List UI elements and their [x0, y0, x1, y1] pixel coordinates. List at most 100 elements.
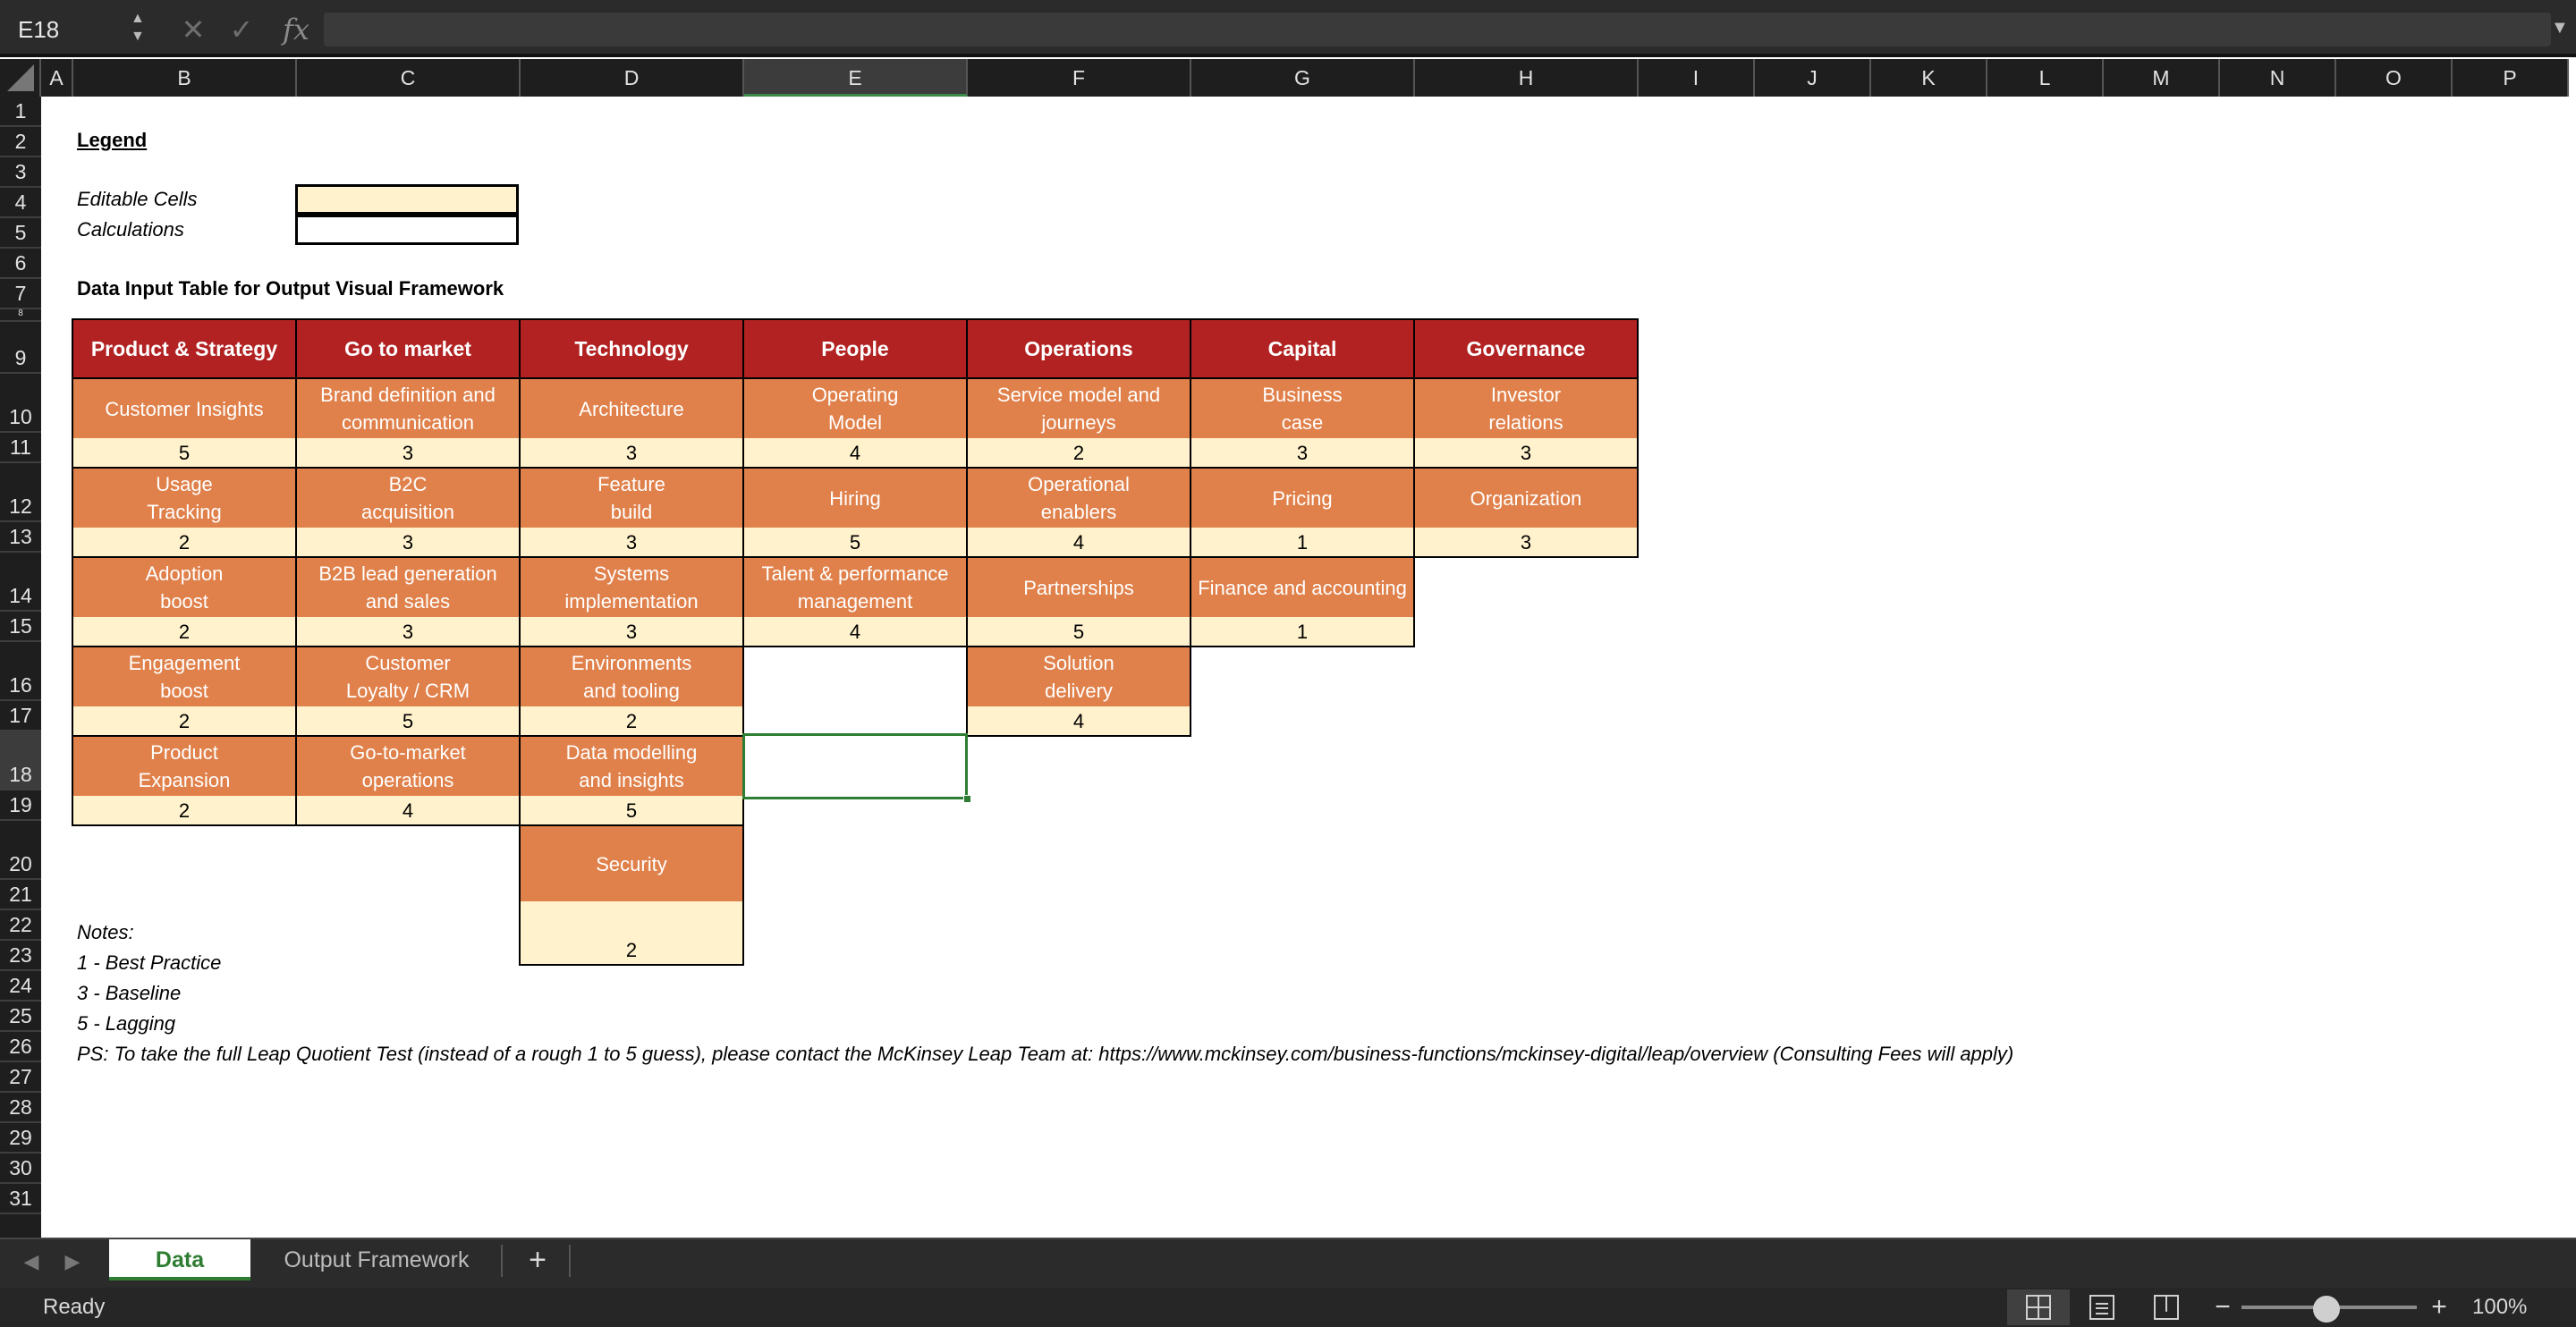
- column-header-h[interactable]: H: [1415, 59, 1639, 97]
- capability-cell[interactable]: Data modelling and insights: [519, 735, 744, 796]
- column-header-n[interactable]: N: [2220, 59, 2336, 97]
- zoom-out-button[interactable]: −: [2215, 1292, 2231, 1322]
- row-header-10[interactable]: 10: [0, 374, 41, 433]
- capability-cell[interactable]: Partnerships: [966, 556, 1191, 617]
- zoom-in-button[interactable]: +: [2431, 1292, 2447, 1322]
- column-header-e[interactable]: E: [744, 59, 968, 97]
- capability-cell[interactable]: Finance and accounting: [1190, 556, 1415, 617]
- score-cell[interactable]: 5: [966, 617, 1191, 647]
- row-header-28[interactable]: 28: [0, 1093, 41, 1123]
- row-header-14[interactable]: 14: [0, 553, 41, 612]
- function-icon[interactable]: fx: [283, 13, 309, 46]
- score-cell[interactable]: 2: [72, 706, 297, 737]
- row-header-22[interactable]: 22: [0, 910, 41, 941]
- sheet-tab-data[interactable]: Data: [109, 1239, 250, 1281]
- row-header-15[interactable]: 15: [0, 612, 41, 642]
- row-header-17[interactable]: 17: [0, 701, 41, 731]
- column-header-f[interactable]: F: [968, 59, 1191, 97]
- score-cell[interactable]: 3: [295, 528, 521, 558]
- row-header-12[interactable]: 12: [0, 463, 41, 522]
- column-header-k[interactable]: K: [1871, 59, 1987, 97]
- row-header-5[interactable]: 5: [0, 218, 41, 249]
- score-cell[interactable]: 4: [295, 796, 521, 826]
- sheet-tab-output-framework[interactable]: Output Framework: [284, 1247, 470, 1272]
- legend-editable-swatch[interactable]: [295, 184, 519, 215]
- score-cell[interactable]: 5: [742, 528, 968, 558]
- name-box[interactable]: E18: [0, 7, 152, 52]
- row-header-4[interactable]: 4: [0, 188, 41, 218]
- capability-cell[interactable]: Business case: [1190, 377, 1415, 438]
- column-header-i[interactable]: I: [1639, 59, 1755, 97]
- row-header-6[interactable]: 6: [0, 249, 41, 279]
- capability-cell[interactable]: Brand definition and communication: [295, 377, 521, 438]
- chevron-up-icon[interactable]: ▲: [131, 11, 145, 26]
- capability-cell[interactable]: Adoption boost: [72, 556, 297, 617]
- score-cell[interactable]: 4: [742, 617, 968, 647]
- capability-cell[interactable]: Talent & performance management: [742, 556, 968, 617]
- score-cell[interactable]: 1: [1190, 528, 1415, 558]
- score-cell[interactable]: 2: [519, 901, 744, 966]
- page-layout-view-icon[interactable]: [2089, 1295, 2114, 1320]
- score-cell[interactable]: 3: [1413, 438, 1639, 469]
- prev-sheet-icon[interactable]: ◀: [23, 1250, 39, 1272]
- row-header-3[interactable]: 3: [0, 157, 41, 188]
- row-header-13[interactable]: 13: [0, 522, 41, 553]
- row-header-19[interactable]: 19: [0, 790, 41, 821]
- row-header-26[interactable]: 26: [0, 1032, 41, 1062]
- row-header-16[interactable]: 16: [0, 642, 41, 701]
- score-cell[interactable]: 3: [295, 617, 521, 647]
- row-header-29[interactable]: 29: [0, 1123, 41, 1154]
- capability-cell[interactable]: Feature build: [519, 467, 744, 528]
- score-cell[interactable]: 3: [295, 438, 521, 469]
- score-cell[interactable]: 5: [72, 438, 297, 469]
- zoom-level[interactable]: 100%: [2472, 1295, 2528, 1319]
- capability-cell[interactable]: Pricing: [1190, 467, 1415, 528]
- score-cell[interactable]: 1: [1190, 617, 1415, 647]
- capability-cell[interactable]: Hiring: [742, 467, 968, 528]
- capability-cell[interactable]: Security: [519, 824, 744, 901]
- page-break-view-icon[interactable]: [2154, 1295, 2179, 1320]
- column-header-m[interactable]: M: [2104, 59, 2220, 97]
- column-header-o[interactable]: O: [2336, 59, 2453, 97]
- row-header-30[interactable]: 30: [0, 1154, 41, 1184]
- score-cell[interactable]: 2: [72, 528, 297, 558]
- row-header-23[interactable]: 23: [0, 941, 41, 971]
- capability-cell[interactable]: Engagement boost: [72, 646, 297, 706]
- score-cell[interactable]: 2: [966, 438, 1191, 469]
- score-cell[interactable]: 4: [742, 438, 968, 469]
- row-header-27[interactable]: 27: [0, 1062, 41, 1093]
- row-header-21[interactable]: 21: [0, 880, 41, 910]
- row-header-25[interactable]: 25: [0, 1002, 41, 1032]
- score-cell[interactable]: 3: [519, 617, 744, 647]
- row-header-8[interactable]: 8: [0, 309, 41, 322]
- row-header-24[interactable]: 24: [0, 971, 41, 1002]
- capability-cell[interactable]: Solution delivery: [966, 646, 1191, 706]
- column-header-g[interactable]: G: [1191, 59, 1415, 97]
- score-cell[interactable]: 3: [519, 528, 744, 558]
- score-cell[interactable]: 3: [1413, 528, 1639, 558]
- next-sheet-icon[interactable]: ▶: [64, 1250, 80, 1272]
- score-cell[interactable]: 4: [966, 528, 1191, 558]
- column-header-c[interactable]: C: [297, 59, 521, 97]
- capability-cell[interactable]: Operating Model: [742, 377, 968, 438]
- selected-cell[interactable]: [742, 733, 968, 799]
- capability-cell[interactable]: Customer Insights: [72, 377, 297, 438]
- column-header-p[interactable]: P: [2453, 59, 2569, 97]
- score-cell[interactable]: 5: [519, 796, 744, 826]
- capability-cell[interactable]: Environments and tooling: [519, 646, 744, 706]
- capability-cell[interactable]: B2C acquisition: [295, 467, 521, 528]
- row-header-11[interactable]: 11: [0, 433, 41, 463]
- chevron-down-icon[interactable]: ▼: [131, 29, 145, 44]
- capability-cell[interactable]: B2B lead generation and sales: [295, 556, 521, 617]
- score-cell[interactable]: 2: [72, 796, 297, 826]
- legend-calculations-swatch[interactable]: [295, 215, 519, 245]
- row-header-31[interactable]: 31: [0, 1184, 41, 1214]
- score-cell[interactable]: 2: [519, 706, 744, 737]
- row-header-2[interactable]: 2: [0, 127, 41, 157]
- capability-cell[interactable]: Operational enablers: [966, 467, 1191, 528]
- row-header-9[interactable]: 9: [0, 322, 41, 374]
- score-cell[interactable]: 2: [72, 617, 297, 647]
- add-sheet-button[interactable]: +: [529, 1243, 547, 1277]
- row-header-1[interactable]: 1: [0, 97, 41, 127]
- capability-cell[interactable]: Architecture: [519, 377, 744, 438]
